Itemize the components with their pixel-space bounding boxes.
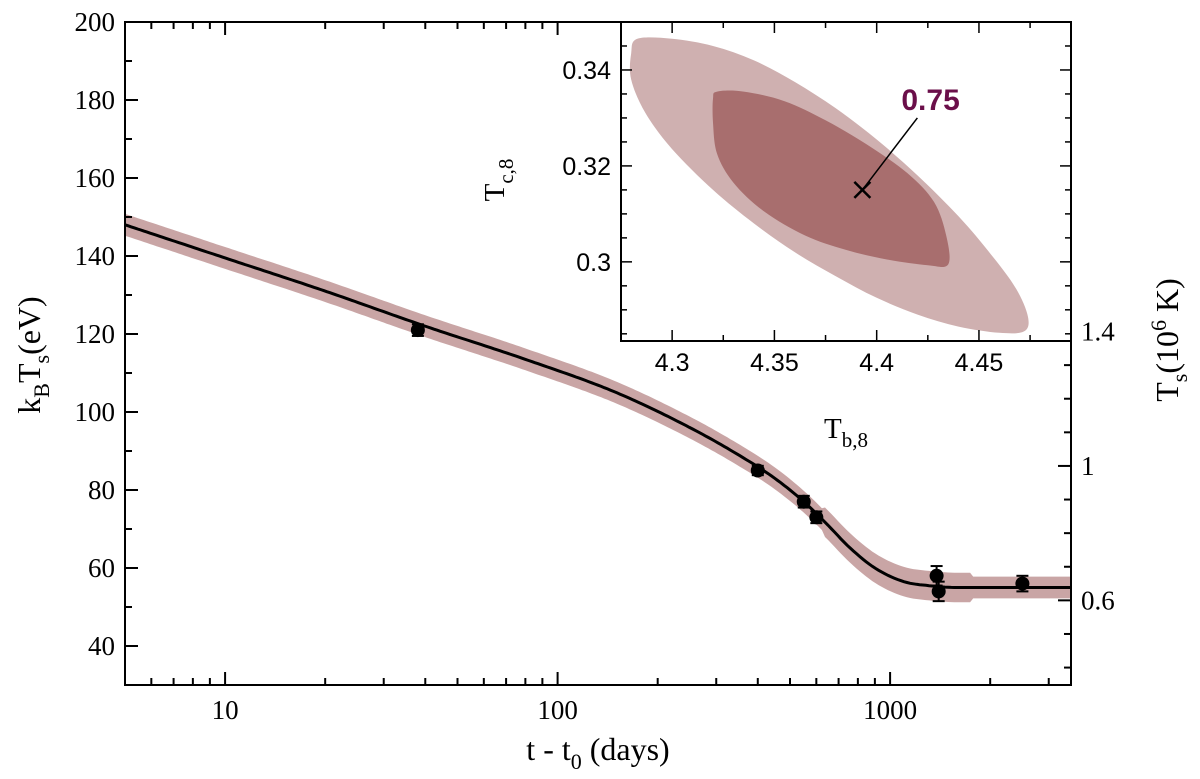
x-axis-label: t - t0 (days)	[526, 731, 669, 774]
inset-x-tick-label: 4.4	[859, 349, 894, 377]
observation-point	[1015, 574, 1030, 593]
y-tick-label: 40	[88, 631, 115, 661]
y-axis-label: kBTs(eV)	[11, 296, 54, 413]
right-tick-label: 1	[1081, 451, 1095, 481]
inset-y-tick-label: 0.3	[576, 249, 611, 277]
best-fit-marker	[853, 181, 872, 199]
y-tick-label: 100	[75, 397, 116, 427]
x-tick-label: 1000	[863, 695, 917, 725]
inset-y-tick-label: 0.34	[562, 57, 611, 85]
inset-panel: 0.75 4.3 4.35 4.4 4.45 0.3 0.32 0.34 Tb,8 Tc,…	[479, 21, 1072, 452]
right-axis-label: Ts(106 K)	[1146, 278, 1192, 402]
y-tick-label: 200	[75, 7, 116, 37]
inset-x-axis-label: Tb,8	[824, 413, 868, 452]
y-tick-label: 80	[88, 475, 115, 505]
observation-point	[750, 463, 765, 478]
observation-point	[796, 494, 811, 509]
annotation-label: 0.75	[901, 84, 959, 117]
plot-frame	[124, 21, 1072, 686]
x-tick-label: 10	[212, 695, 239, 725]
y-tick-label: 120	[75, 319, 116, 349]
observation-points	[410, 323, 1030, 603]
observation-point	[410, 323, 425, 338]
y-tick-label: 60	[88, 553, 115, 583]
inset-y-tick-label: 0.32	[562, 153, 611, 181]
inset-x-tick-label: 4.35	[750, 349, 799, 377]
inset-y-axis-ticks: 0.3 0.32 0.34	[562, 45, 1071, 335]
x-tick-label: 100	[537, 695, 578, 725]
observation-point	[931, 580, 946, 603]
right-tick-label: 0.6	[1081, 585, 1115, 615]
annotation-pointer	[861, 117, 918, 191]
y-tick-label: 160	[75, 163, 116, 193]
y-axis-ticks: 40 60 80 100 120 140 160 180 200	[75, 7, 138, 686]
inset-x-tick-label: 4.45	[955, 349, 1004, 377]
observation-point	[809, 510, 824, 525]
y-tick-label: 140	[75, 241, 116, 271]
right-tick-label: 1.4	[1081, 317, 1115, 347]
inset-frame	[620, 21, 1072, 342]
model-uncertainty-band	[125, 213, 1071, 603]
inset-x-tick-label: 4.3	[655, 349, 690, 377]
inset-y-axis-label: Tc,8	[479, 159, 518, 202]
model-fit-line	[125, 223, 1071, 589]
y-tick-label: 180	[75, 85, 116, 115]
inner-confidence-region	[712, 90, 950, 267]
inset-x-axis-ticks: 4.3 4.35 4.4 4.45	[620, 22, 1031, 377]
